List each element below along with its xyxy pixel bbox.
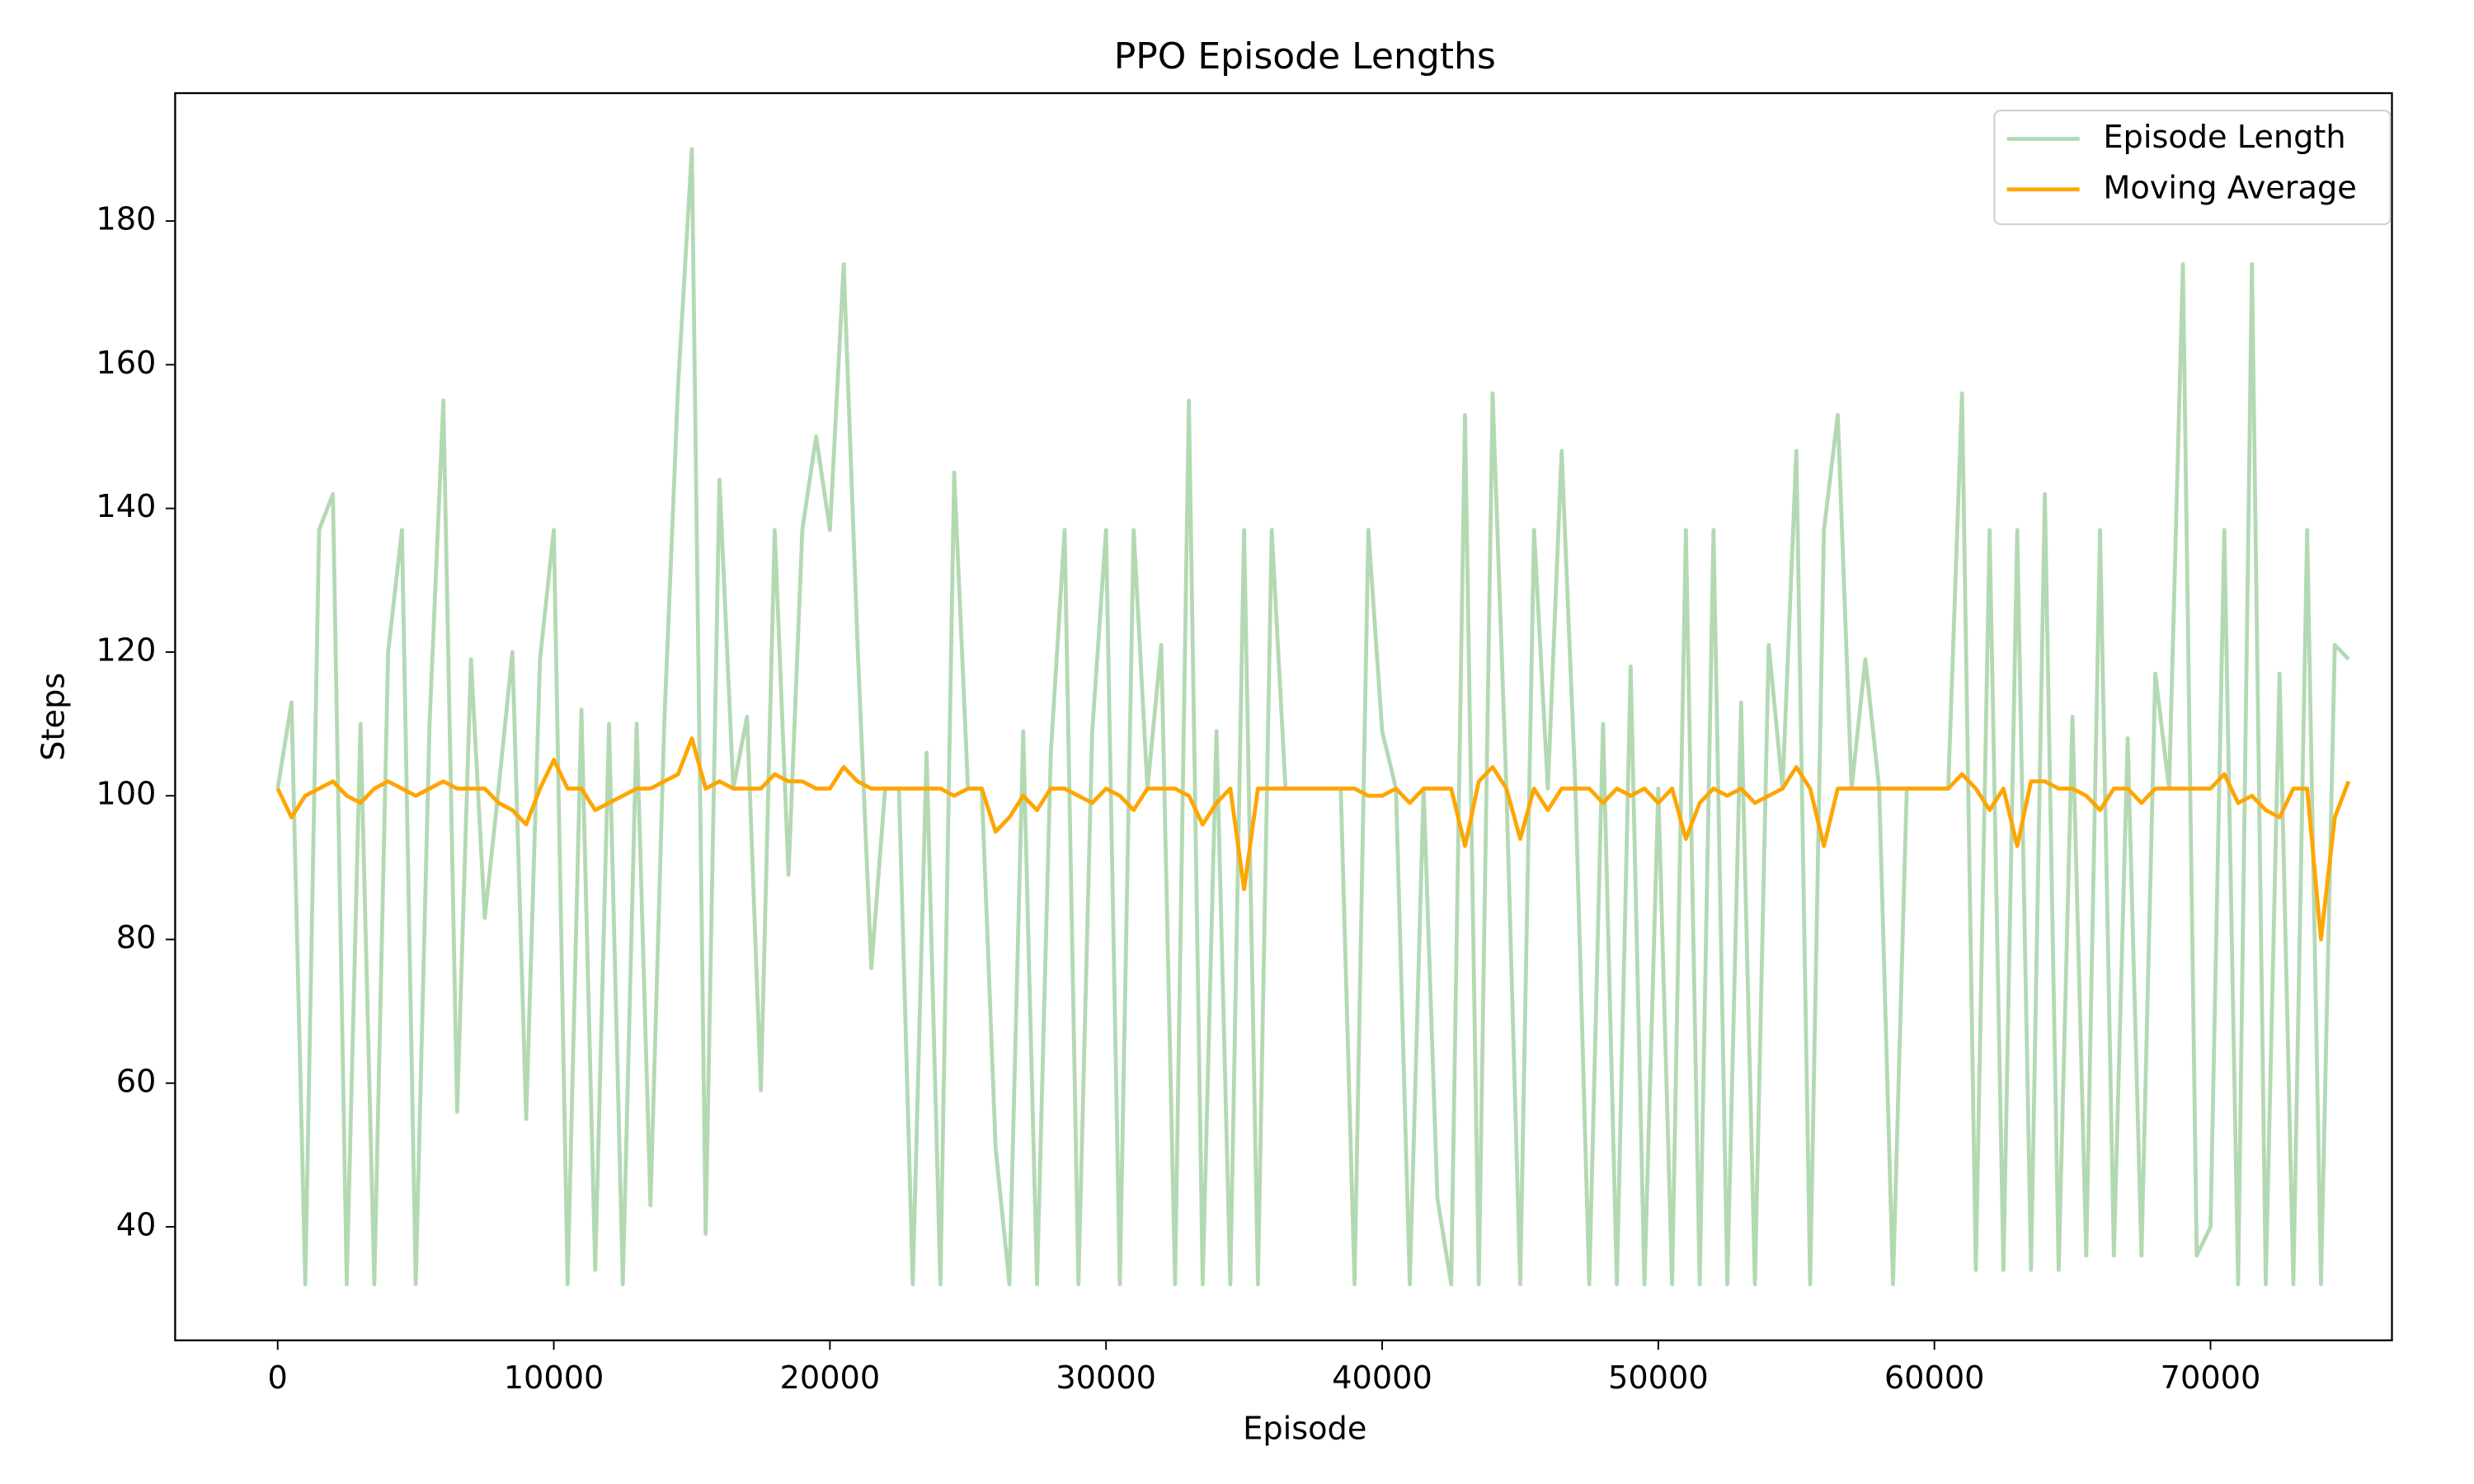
y-tick-label: 80 bbox=[116, 919, 157, 956]
x-tick-label: 60000 bbox=[1884, 1360, 1985, 1397]
y-tick-label: 120 bbox=[96, 632, 156, 669]
y-tick-label: 100 bbox=[96, 776, 156, 813]
y-tick-label: 140 bbox=[96, 488, 156, 525]
x-tick-label: 50000 bbox=[1608, 1360, 1709, 1397]
legend-label: Episode Length bbox=[2103, 119, 2345, 156]
x-axis-label: Episode bbox=[1243, 1410, 1366, 1447]
x-tick-label: 70000 bbox=[2161, 1360, 2261, 1397]
chart-title: PPO Episode Lengths bbox=[1114, 35, 1496, 77]
x-tick-label: 20000 bbox=[780, 1360, 881, 1397]
y-tick-label: 40 bbox=[116, 1207, 157, 1244]
legend-box bbox=[1993, 110, 2392, 225]
legend: Episode Length Moving Average bbox=[1993, 110, 2392, 225]
y-tick-label: 180 bbox=[96, 201, 156, 238]
x-tick-label: 30000 bbox=[1056, 1360, 1156, 1397]
x-tick-label: 40000 bbox=[1332, 1360, 1432, 1397]
x-tick-label: 0 bbox=[268, 1360, 288, 1397]
plot-lines bbox=[275, 147, 2351, 1287]
y-axis-label: Steps bbox=[35, 673, 72, 761]
series-line bbox=[275, 736, 2351, 942]
x-tick-label: 10000 bbox=[504, 1360, 604, 1397]
legend-label: Moving Average bbox=[2103, 169, 2356, 206]
y-tick-label: 60 bbox=[116, 1063, 157, 1100]
y-tick-label: 160 bbox=[96, 345, 156, 382]
plot-frame bbox=[174, 92, 2393, 1341]
